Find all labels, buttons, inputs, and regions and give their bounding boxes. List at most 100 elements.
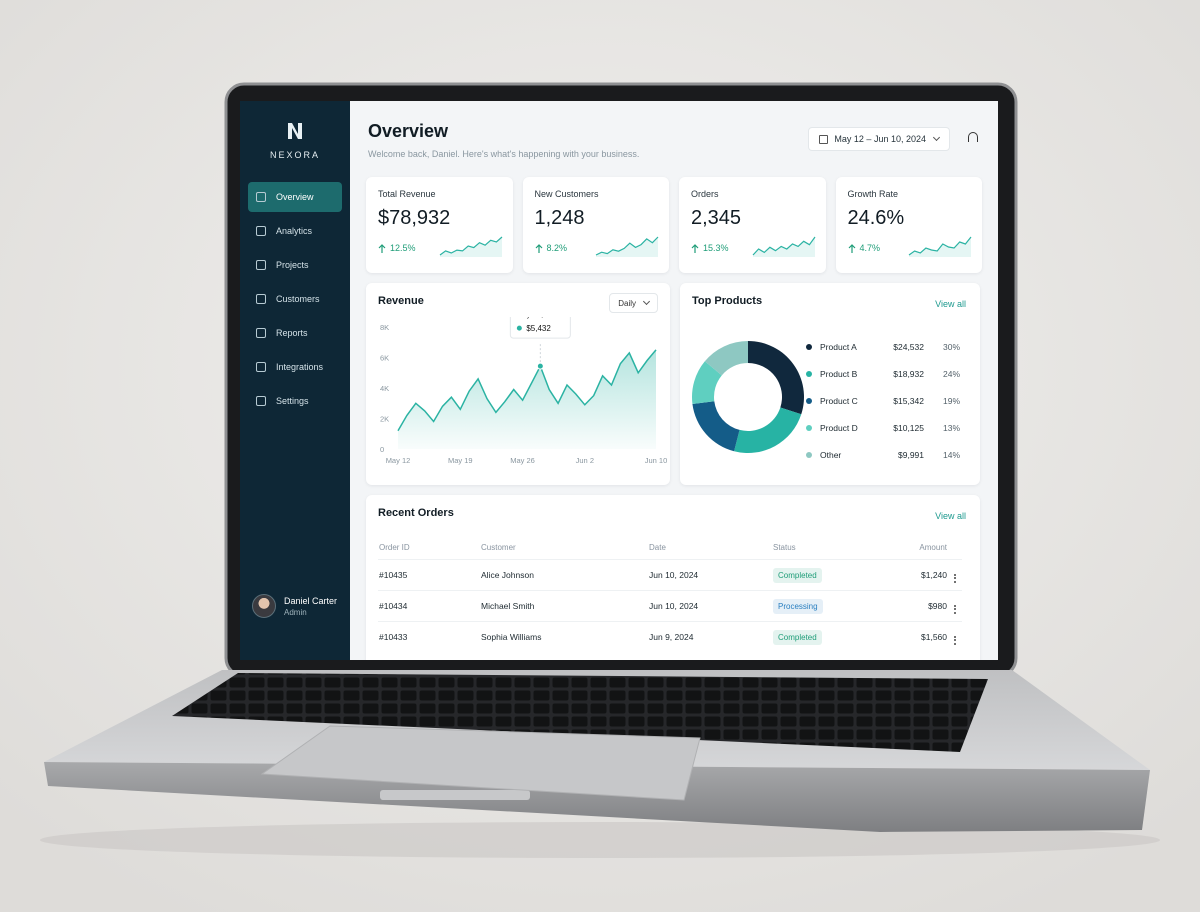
page-title: Overview <box>368 121 449 141</box>
user[interactable]: Daniel Carter Admin <box>252 594 337 618</box>
row-menu[interactable] <box>954 573 956 583</box>
sidebar: NEXORA Overview Analytics Projects Customer… <box>240 101 350 660</box>
legend-dot <box>806 343 812 350</box>
notifications[interactable] <box>968 132 978 142</box>
nav-label: Overview <box>276 192 314 202</box>
dot <box>954 639 956 641</box>
donut-slice <box>748 341 804 415</box>
column-header: Order ID <box>379 542 410 552</box>
sparkline <box>752 236 815 257</box>
dot <box>954 611 956 614</box>
x-tick-label: May 12 <box>386 456 411 465</box>
cell: Alice Johnson <box>480 559 648 591</box>
nav-label: Customers <box>276 294 320 304</box>
nav-item[interactable]: Integrations <box>248 352 342 382</box>
view-all[interactable]: View all <box>935 511 966 521</box>
legend-name: Product A <box>820 341 857 352</box>
main: Overview Welcome back, Daniel. Here's wh… <box>350 101 998 660</box>
kpi-change-value: 4.7% <box>859 243 881 253</box>
dot <box>954 573 956 576</box>
nav-icon <box>256 362 266 372</box>
kpi-change: 4.7% <box>848 243 881 253</box>
logo: NEXORA <box>240 101 350 160</box>
cell: #10434 <box>378 590 480 622</box>
revenue-chart: 0 2K 4K 6K 8K May 12 May 19 May 26 Jun 2 Jun 10 Ma… <box>380 317 668 465</box>
cell <box>948 559 962 591</box>
dot <box>954 608 956 610</box>
period-select[interactable]: Daily <box>609 293 658 313</box>
x-tick-label: Jun 2 <box>576 456 594 465</box>
order-row: #10434 Michael Smith Jun 10, 2024 Processin… <box>378 590 962 622</box>
x-tick-label: Jun 10 <box>645 456 668 465</box>
cell <box>948 621 962 652</box>
cell: Michael Smith <box>480 590 648 622</box>
legend-percent: 30% <box>942 341 960 352</box>
orders-card: Recent Orders View all Order ID Customer D… <box>366 495 980 660</box>
revenue-card: Revenue Daily 0 2K 4K 6K 8K May 12 May 19 May 2… <box>366 283 670 485</box>
row-menu[interactable] <box>954 635 956 645</box>
kpi-card: New Customers 1,248 8.2% <box>522 177 669 273</box>
tooltip-dot <box>516 325 522 331</box>
card-title: Revenue <box>378 295 424 307</box>
kpi-label: Total Revenue <box>378 189 436 199</box>
cell: Completed <box>772 559 896 591</box>
tooltip-title: May 28, 2024 <box>516 317 561 319</box>
column-header: Customer <box>481 542 516 552</box>
cell: Jun 10, 2024 <box>648 559 772 591</box>
nav-item[interactable]: Customers <box>248 284 342 314</box>
nav-item[interactable]: Reports <box>248 318 342 348</box>
legend-name: Product B <box>820 368 858 379</box>
keyboard <box>172 673 988 752</box>
legend-name: Other <box>820 449 842 460</box>
kpi-label: New Customers <box>534 189 599 199</box>
period: Daily <box>618 298 636 308</box>
legend-amount: $18,932 <box>893 368 924 379</box>
orders-table: Order ID Customer Date Status Amount #10435 Al… <box>378 535 962 652</box>
nav-icon <box>256 260 266 270</box>
arrow <box>691 243 699 253</box>
nav-item[interactable]: Settings <box>248 386 342 416</box>
legend-name: Product C <box>820 395 858 406</box>
legend-dot <box>806 424 812 431</box>
y-tick-label: 4K <box>380 384 389 393</box>
kpi-card: Growth Rate 24.6% 4.7% <box>835 177 982 273</box>
y-tick-label: 8K <box>380 323 389 332</box>
kpi-card: Total Revenue $78,932 12.5% <box>366 177 513 273</box>
kpi-change: 15.3% <box>691 243 729 253</box>
dot <box>954 642 956 645</box>
card-title: Recent Orders <box>378 507 454 519</box>
nav-item[interactable]: Projects <box>248 250 342 280</box>
dot <box>954 604 956 607</box>
row-menu[interactable] <box>954 604 956 614</box>
nav-item[interactable]: Analytics <box>248 216 342 246</box>
user-name: Daniel Carter <box>284 595 338 606</box>
nav-icon <box>256 328 266 338</box>
kpi-change: 12.5% <box>378 243 416 253</box>
legend-row: Product C $15,342 19% <box>806 387 960 414</box>
sparkline <box>439 236 502 257</box>
y-tick-label: 2K <box>380 415 389 424</box>
cell: $1,560 <box>896 621 948 652</box>
kpi-label: Growth Rate <box>847 189 899 199</box>
view-all[interactable]: View all <box>935 299 966 309</box>
legend-amount: $9,991 <box>898 449 924 460</box>
donut-chart <box>691 341 804 453</box>
legend-percent: 13% <box>942 422 960 433</box>
legend-dot <box>806 451 812 458</box>
revenue-area <box>398 349 656 449</box>
nav-item[interactable]: Overview <box>248 182 342 212</box>
kpi-card: Orders 2,345 15.3% <box>679 177 826 273</box>
date-range: May 12 – Jun 10, 2024 <box>834 134 926 144</box>
legend-percent: 14% <box>942 449 960 460</box>
arrow <box>535 243 542 253</box>
kpi-row: Total Revenue $78,932 12.5% New Customers 1,… <box>366 177 982 273</box>
legend-row: Product D $10,125 13% <box>806 414 960 441</box>
sparkline-area <box>596 237 658 257</box>
avatar <box>252 594 276 618</box>
cell: Processing <box>772 590 896 622</box>
x-tick-label: May 26 <box>510 456 535 465</box>
logo-text: NEXORA <box>269 150 320 160</box>
sparkline <box>595 236 659 257</box>
date-picker[interactable]: May 12 – Jun 10, 2024 <box>808 127 950 151</box>
